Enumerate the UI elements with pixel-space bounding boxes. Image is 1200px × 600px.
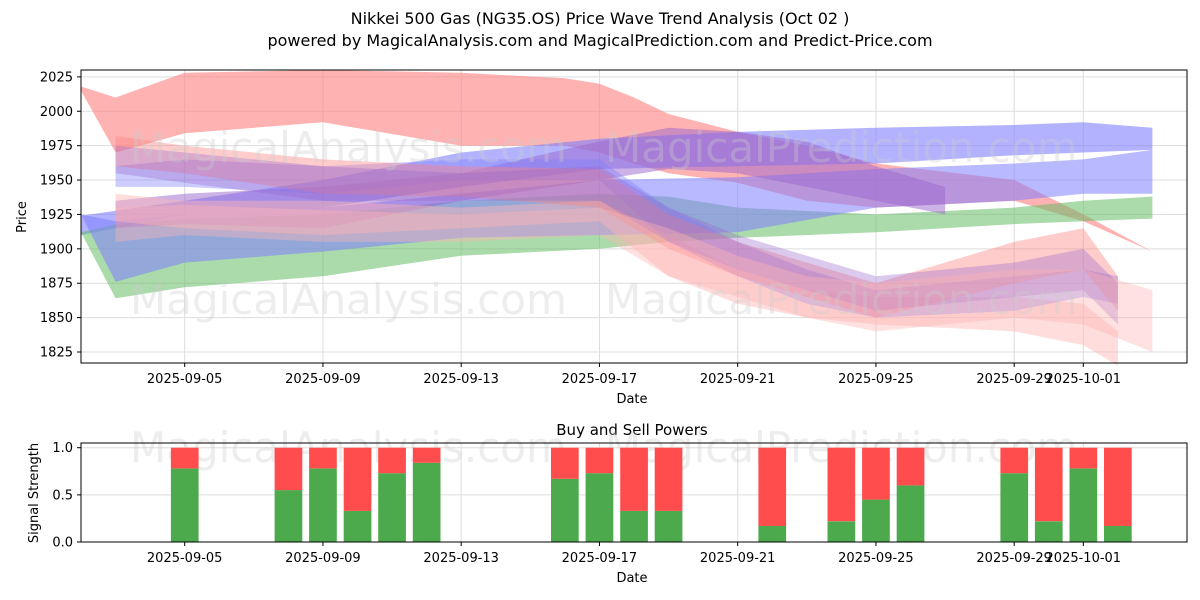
signal-bars: [170, 447, 1132, 542]
signal-y-tick-label: 1.0: [52, 441, 73, 456]
signal-x-tick-label: 2025-09-25: [838, 551, 914, 566]
price-wave-band: [115, 159, 1118, 318]
price-y-tick-label: 2000: [40, 105, 73, 120]
signal-plot-frame: [80, 442, 1188, 543]
watermark-right-lower: MagicalPrediction.com: [605, 275, 1078, 324]
price-x-tick-label: 2025-09-13: [423, 372, 499, 387]
sell-power-bar: [896, 447, 925, 486]
sell-power-bar: [378, 447, 406, 474]
buy-power-bar: [654, 510, 683, 542]
signal-y-tick-label: 0.5: [52, 488, 73, 503]
price-y-tick-label: 1925: [40, 208, 73, 223]
price-wave-band: [115, 127, 946, 229]
price-y-tick-label: 1875: [40, 277, 73, 292]
chart-subtitle: powered by MagicalAnalysis.com and Magic…: [267, 31, 933, 50]
price-y-tick-label: 1975: [40, 139, 73, 154]
price-chart: MagicalAnalysis.com MagicalPrediction.co…: [15, 69, 1188, 407]
signal-x-tick-label: 2025-09-05: [147, 551, 223, 566]
signal-chart-title: Buy and Sell Powers: [556, 421, 708, 439]
watermark-right: MagicalPrediction.com: [605, 123, 1078, 172]
price-x-tick-label: 2025-09-05: [147, 372, 223, 387]
buy-power-bar: [1104, 526, 1132, 542]
signal-x-tick-label: 2025-09-13: [423, 551, 499, 566]
price-x-tick-label: 2025-09-21: [700, 372, 776, 387]
price-y-axis-label: Price: [15, 201, 30, 233]
price-y-tick-label: 1950: [40, 174, 73, 189]
buy-power-bar: [170, 468, 199, 542]
buy-power-bar: [620, 510, 648, 542]
sell-power-bar: [620, 447, 648, 511]
watermark-left: MagicalAnalysis.com: [130, 123, 567, 172]
buy-power-bar: [862, 499, 890, 542]
price-x-tick-label: 2025-09-25: [838, 372, 914, 387]
price-y-tick-label: 2025: [40, 70, 73, 85]
sell-power-bar: [585, 447, 614, 474]
price-x-tick-label: 2025-09-29: [976, 372, 1052, 387]
sell-power-bar: [343, 447, 372, 511]
buy-power-bar: [827, 521, 856, 542]
buy-power-bar: [1069, 468, 1098, 542]
buy-power-bar: [378, 473, 406, 542]
signal-x-tick-label: 2025-09-21: [700, 551, 776, 566]
price-x-tick-label: 2025-09-09: [285, 372, 361, 387]
signal-x-tick-label: 2025-09-09: [285, 551, 361, 566]
buy-power-bar: [1034, 521, 1063, 542]
signal-ticks: 2025-09-05 2025-09-09 2025-09-13 2025-09-17…: [52, 441, 1121, 566]
sell-power-bar: [274, 447, 303, 491]
buy-power-bar: [309, 468, 337, 542]
price-y-tick-label: 1900: [40, 242, 73, 257]
sell-power-bar: [551, 447, 579, 479]
buy-power-bar: [896, 485, 925, 542]
sell-power-bar: [758, 447, 787, 526]
signal-chart: Buy and Sell Powers MagicalAnalysis.com …: [27, 421, 1188, 586]
signal-x-tick-label: 2025-10-01: [1046, 551, 1122, 566]
price-ticks: 2025-09-05 2025-09-09 2025-09-13 2025-09-17…: [40, 70, 1121, 387]
signal-y-tick-label: 0.0: [52, 536, 73, 551]
sell-power-bar: [309, 447, 337, 469]
price-wave-band: [81, 122, 1153, 236]
buy-power-bar: [551, 478, 579, 542]
price-x-tick-label: 2025-10-01: [1046, 372, 1122, 387]
buy-power-bar: [758, 526, 787, 542]
signal-x-axis-label: Date: [616, 571, 647, 586]
sell-power-bar: [654, 447, 683, 511]
buy-power-bar: [412, 462, 441, 542]
sell-power-bar: [1034, 447, 1063, 522]
watermark-left-lower: MagicalAnalysis.com: [130, 275, 567, 324]
buy-power-bar: [585, 473, 614, 542]
signal-x-tick-label: 2025-09-29: [976, 551, 1052, 566]
sell-power-bar: [827, 447, 856, 522]
buy-power-bar: [343, 510, 372, 542]
price-x-tick-label: 2025-09-17: [562, 372, 638, 387]
signal-y-axis-label: Signal Strength: [27, 443, 42, 543]
price-x-axis-label: Date: [616, 392, 647, 407]
price-wave-band: [115, 136, 1118, 318]
sell-power-bar: [1069, 447, 1098, 469]
price-plot-frame: [80, 69, 1188, 364]
price-y-tick-label: 1850: [40, 311, 73, 326]
price-wave-band: [115, 204, 1153, 352]
chart-title: Nikkei 500 Gas (NG35.OS) Price Wave Tren…: [350, 9, 850, 28]
price-wave-band: [115, 193, 1118, 366]
sell-power-bar: [862, 447, 890, 500]
sell-power-bar: [170, 447, 199, 469]
buy-power-bar: [1000, 473, 1029, 542]
buy-power-bar: [274, 490, 303, 542]
sell-power-bar: [412, 447, 441, 463]
title-block: Nikkei 500 Gas (NG35.OS) Price Wave Tren…: [0, 8, 1200, 52]
sell-power-bar: [1000, 447, 1029, 474]
price-y-tick-label: 1825: [40, 345, 73, 360]
sell-power-bar: [1104, 447, 1132, 526]
price-bands: [81, 70, 1153, 366]
signal-x-tick-label: 2025-09-17: [562, 551, 638, 566]
price-wave-band: [115, 145, 1118, 325]
